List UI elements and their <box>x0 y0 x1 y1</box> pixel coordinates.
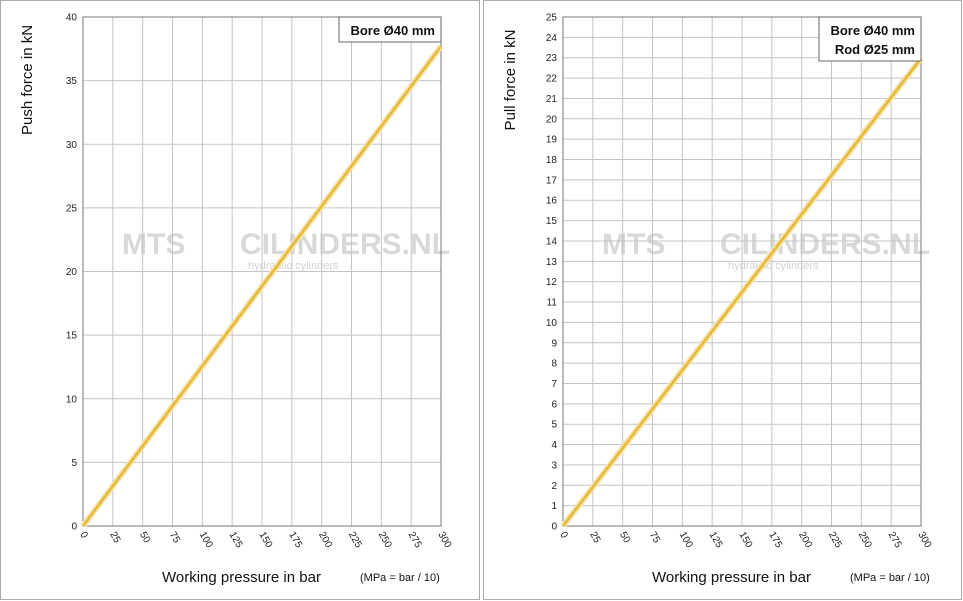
annotation: Rod Ø25 mm <box>835 42 915 57</box>
x-tick-label: 300 <box>435 530 453 550</box>
y-tick-label: 15 <box>66 331 78 342</box>
y-tick-label: 30 <box>66 140 78 151</box>
watermark-tagline: hydraulic cylinders <box>248 260 339 272</box>
y-tick-label: 5 <box>71 458 77 469</box>
y-tick-label: 19 <box>546 135 558 146</box>
x-tick-label: 200 <box>796 530 814 550</box>
y-tick-label: 22 <box>546 74 558 85</box>
watermark-brand: MTS <box>122 228 185 261</box>
y-tick-label: 0 <box>71 522 77 533</box>
y-tick-label: 13 <box>546 257 558 268</box>
data-line <box>81 45 443 527</box>
x-tick-label: 50 <box>617 530 632 546</box>
chart: 0 5 10 15 20 25 30 35 40 0 25 50 75 100 125 150 175 200 22… <box>19 13 453 587</box>
left-panel <box>0 0 480 600</box>
x-tick-label: 150 <box>736 530 754 550</box>
plot-frame <box>82 16 442 527</box>
y-tick-label: 17 <box>546 175 558 186</box>
y-tick-label: 10 <box>546 318 558 329</box>
watermark-tagline: hydraulic cylinders <box>728 260 819 272</box>
x-tick-label: 125 <box>227 530 245 550</box>
x-axis-note: (MPa = bar / 10) <box>850 572 930 584</box>
watermark-left: MTS CILINDERS.NL hydraulic cylinders <box>122 228 450 272</box>
x-tick-label: 175 <box>286 530 304 550</box>
x-tick-label: 275 <box>886 530 904 550</box>
chart: 0123456789101112131415161718192021222324… <box>502 13 933 587</box>
x-axis-label: Working pressure in bar <box>652 569 811 586</box>
watermark-right: MTS CILINDERS.NL hydraulic cylinders <box>602 228 930 272</box>
annotation-box <box>338 16 442 43</box>
x-tick-label: 50 <box>137 530 152 546</box>
x-tick-label: 0 <box>557 530 570 541</box>
y-tick-label: 35 <box>66 76 78 87</box>
y-tick-label: 23 <box>546 53 558 64</box>
y-tick-label: 9 <box>551 338 557 349</box>
y-tick-label: 20 <box>546 114 558 125</box>
y-tick-label: 20 <box>66 267 78 278</box>
y-tick-label: 1 <box>551 501 557 512</box>
x-tick-label: 300 <box>915 530 933 550</box>
x-tick-label: 25 <box>587 530 602 546</box>
y-tick-label: 25 <box>66 203 78 214</box>
annotation: Bore Ø40 mm <box>350 23 435 38</box>
x-tick-label: 175 <box>766 530 784 550</box>
y-tick-label: 21 <box>546 94 558 105</box>
y-axis-label: Pull force in kN <box>502 30 519 131</box>
y-tick-label: 2 <box>551 481 557 492</box>
y-tick-label: 25 <box>546 13 558 24</box>
y-tick-label: 0 <box>551 522 557 533</box>
x-tick-label: 250 <box>856 530 874 550</box>
watermark-site: CILINDERS.NL <box>240 228 450 261</box>
x-tick-label: 0 <box>77 530 90 541</box>
x-tick-label: 200 <box>316 530 334 550</box>
x-tick-label: 100 <box>197 530 215 550</box>
x-tick-label: 225 <box>826 530 844 550</box>
watermark-site: CILINDERS.NL <box>720 228 930 261</box>
x-tick-label: 75 <box>167 530 182 546</box>
annotation: Bore Ø40 mm <box>830 23 915 38</box>
y-tick-label: 3 <box>551 460 557 471</box>
x-tick-label: 150 <box>256 530 274 550</box>
y-tick-label: 6 <box>551 399 557 410</box>
x-tick-label: 125 <box>707 530 725 550</box>
y-tick-label: 16 <box>546 196 558 207</box>
watermark-brand: MTS <box>602 228 665 261</box>
x-tick-label: 75 <box>647 530 662 546</box>
y-axis-label: Push force in kN <box>19 25 36 135</box>
right-panel <box>483 0 962 600</box>
y-tick-label: 24 <box>546 33 558 44</box>
y-tick-label: 11 <box>547 298 558 309</box>
y-tick-label: 4 <box>551 440 557 451</box>
x-tick-label: 100 <box>677 530 695 550</box>
y-tick-label: 14 <box>546 236 558 247</box>
annotation-box <box>818 16 922 62</box>
y-tick-label: 8 <box>551 359 557 370</box>
y-tick-label: 12 <box>546 277 558 288</box>
x-tick-label: 250 <box>376 530 394 550</box>
data-line <box>562 57 922 527</box>
y-tick-label: 40 <box>66 13 78 24</box>
x-tick-label: 225 <box>346 530 364 550</box>
y-tick-label: 18 <box>546 155 558 166</box>
x-tick-label: 275 <box>406 530 424 550</box>
y-tick-label: 15 <box>546 216 558 227</box>
x-tick-label: 25 <box>107 530 122 546</box>
plot-frame <box>562 16 922 527</box>
y-tick-label: 5 <box>551 420 557 431</box>
y-tick-label: 10 <box>66 394 78 405</box>
x-axis-label: Working pressure in bar <box>162 569 321 586</box>
x-axis-note: (MPa = bar / 10) <box>360 572 440 584</box>
y-tick-label: 7 <box>551 379 557 390</box>
